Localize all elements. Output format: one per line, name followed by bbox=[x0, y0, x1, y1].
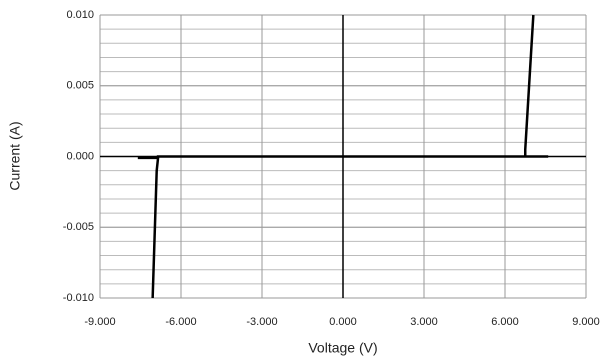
x-tick-label: 6.000 bbox=[491, 316, 519, 328]
y-tick-label: 0.010 bbox=[66, 9, 94, 21]
y-tick-label: 0.000 bbox=[66, 150, 94, 162]
x-tick-label: -6.000 bbox=[165, 316, 196, 328]
x-axis-title: Voltage (V) bbox=[308, 340, 377, 356]
y-axis-title: Current (A) bbox=[7, 121, 23, 190]
x-tick-label: 3.000 bbox=[410, 316, 438, 328]
y-tick-label: -0.005 bbox=[63, 221, 94, 233]
x-tick-label: 9.000 bbox=[572, 316, 600, 328]
y-tick-label: -0.010 bbox=[63, 292, 94, 304]
x-tick-label: 0.000 bbox=[329, 316, 357, 328]
x-tick-label: -9.000 bbox=[84, 316, 115, 328]
x-tick-label: -3.000 bbox=[246, 316, 277, 328]
y-tick-label: 0.005 bbox=[66, 80, 94, 92]
data-line bbox=[137, 14, 549, 299]
